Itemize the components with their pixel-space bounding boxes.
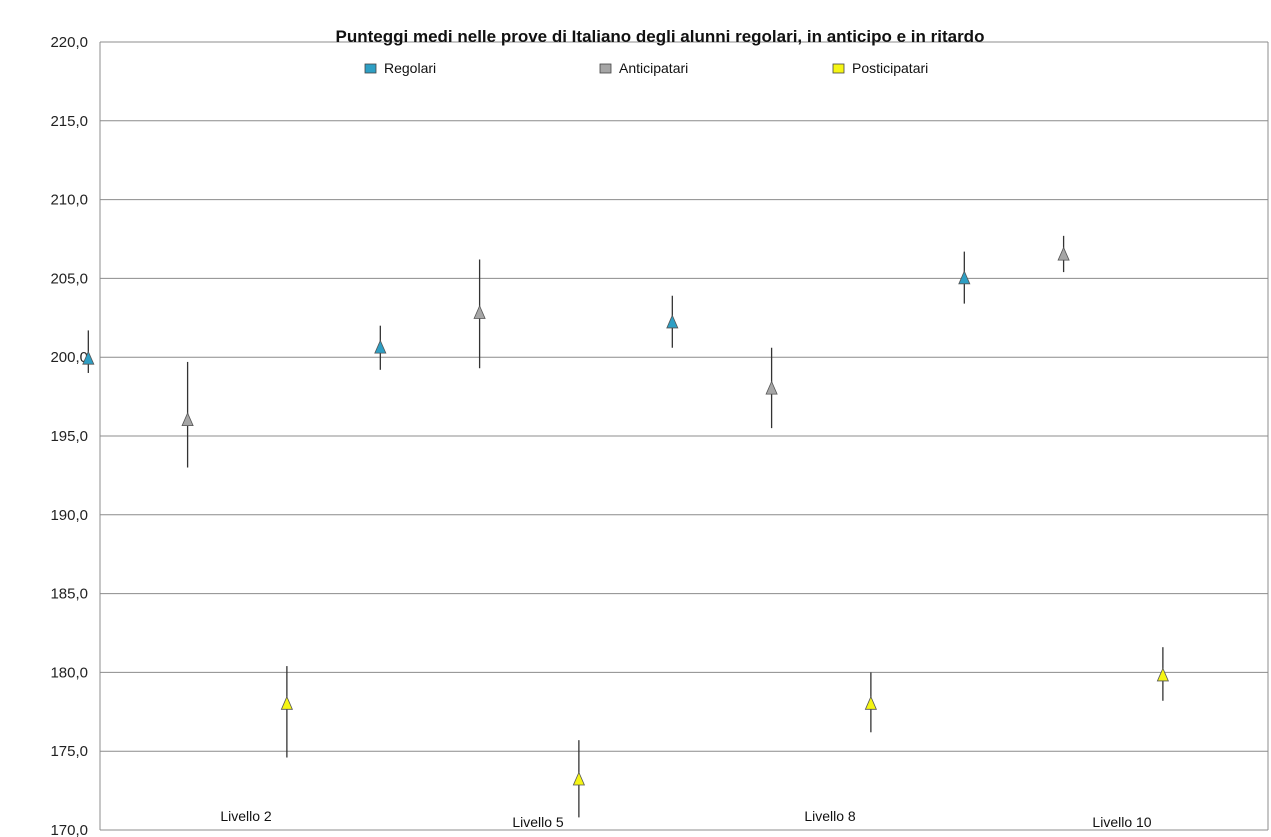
x-tick-label: Livello 2 (220, 808, 272, 824)
x-tick-label: Livello 10 (1092, 814, 1151, 830)
y-tick-label: 185,0 (50, 586, 88, 603)
y-tick-label: 215,0 (50, 113, 88, 130)
y-tick-label: 170,0 (50, 822, 88, 837)
triangle-marker (666, 314, 679, 329)
legend-item: Anticipatari (599, 60, 688, 76)
triangle-marker (280, 695, 293, 710)
chart-title: Punteggi medi nelle prove di Italiano de… (336, 27, 985, 46)
triangle-marker (82, 350, 95, 365)
data-point (864, 672, 877, 733)
y-tick-label: 195,0 (50, 428, 88, 445)
legend-label: Anticipatari (619, 60, 688, 76)
y-axis: 170,0 175,0 180,0 185,0 190,0 195,0 200,0 205,0… (50, 34, 1269, 837)
triangle-marker (374, 339, 387, 354)
y-tick-label: 220,0 (50, 34, 88, 51)
triangle-marker (1156, 667, 1169, 682)
x-axis: Livello 2 Livello 5 Livello 8 Livello 10 (220, 808, 1151, 830)
data-point (765, 347, 778, 429)
data-point (82, 330, 95, 373)
data-marks (82, 235, 1169, 818)
y-tick-label: 205,0 (50, 270, 88, 287)
triangle-marker (864, 695, 877, 710)
triangle-marker (1057, 246, 1070, 261)
data-point (666, 295, 679, 348)
triangle-marker (958, 270, 971, 285)
data-point (181, 361, 194, 468)
data-point (1057, 235, 1070, 273)
data-point (374, 325, 387, 370)
data-point (473, 259, 486, 369)
data-point (280, 666, 293, 758)
legend-item: Posticipatari (832, 60, 928, 76)
legend-item: Regolari (364, 60, 436, 76)
y-tick-label: 210,0 (50, 192, 88, 209)
x-tick-label: Livello 5 (512, 814, 564, 830)
legend-label: Regolari (384, 60, 436, 76)
legend-label: Posticipatari (852, 60, 928, 76)
grid (100, 41, 1268, 831)
data-point (958, 251, 971, 304)
legend: Regolari Anticipatari Posticipatari (364, 60, 928, 76)
y-tick-label: 200,0 (50, 349, 88, 366)
legend-swatch (599, 63, 612, 74)
x-tick-label: Livello 8 (804, 808, 856, 824)
data-point (572, 740, 585, 818)
triangle-marker (765, 380, 778, 395)
triangle-marker (473, 304, 486, 319)
y-tick-label: 190,0 (50, 507, 88, 524)
y-tick-label: 175,0 (50, 743, 88, 760)
y-tick-label: 180,0 (50, 664, 88, 681)
triangle-marker (572, 771, 585, 786)
triangle-marker (181, 412, 194, 427)
legend-swatch (832, 63, 845, 74)
legend-swatch (364, 63, 377, 74)
data-point (1156, 647, 1169, 701)
